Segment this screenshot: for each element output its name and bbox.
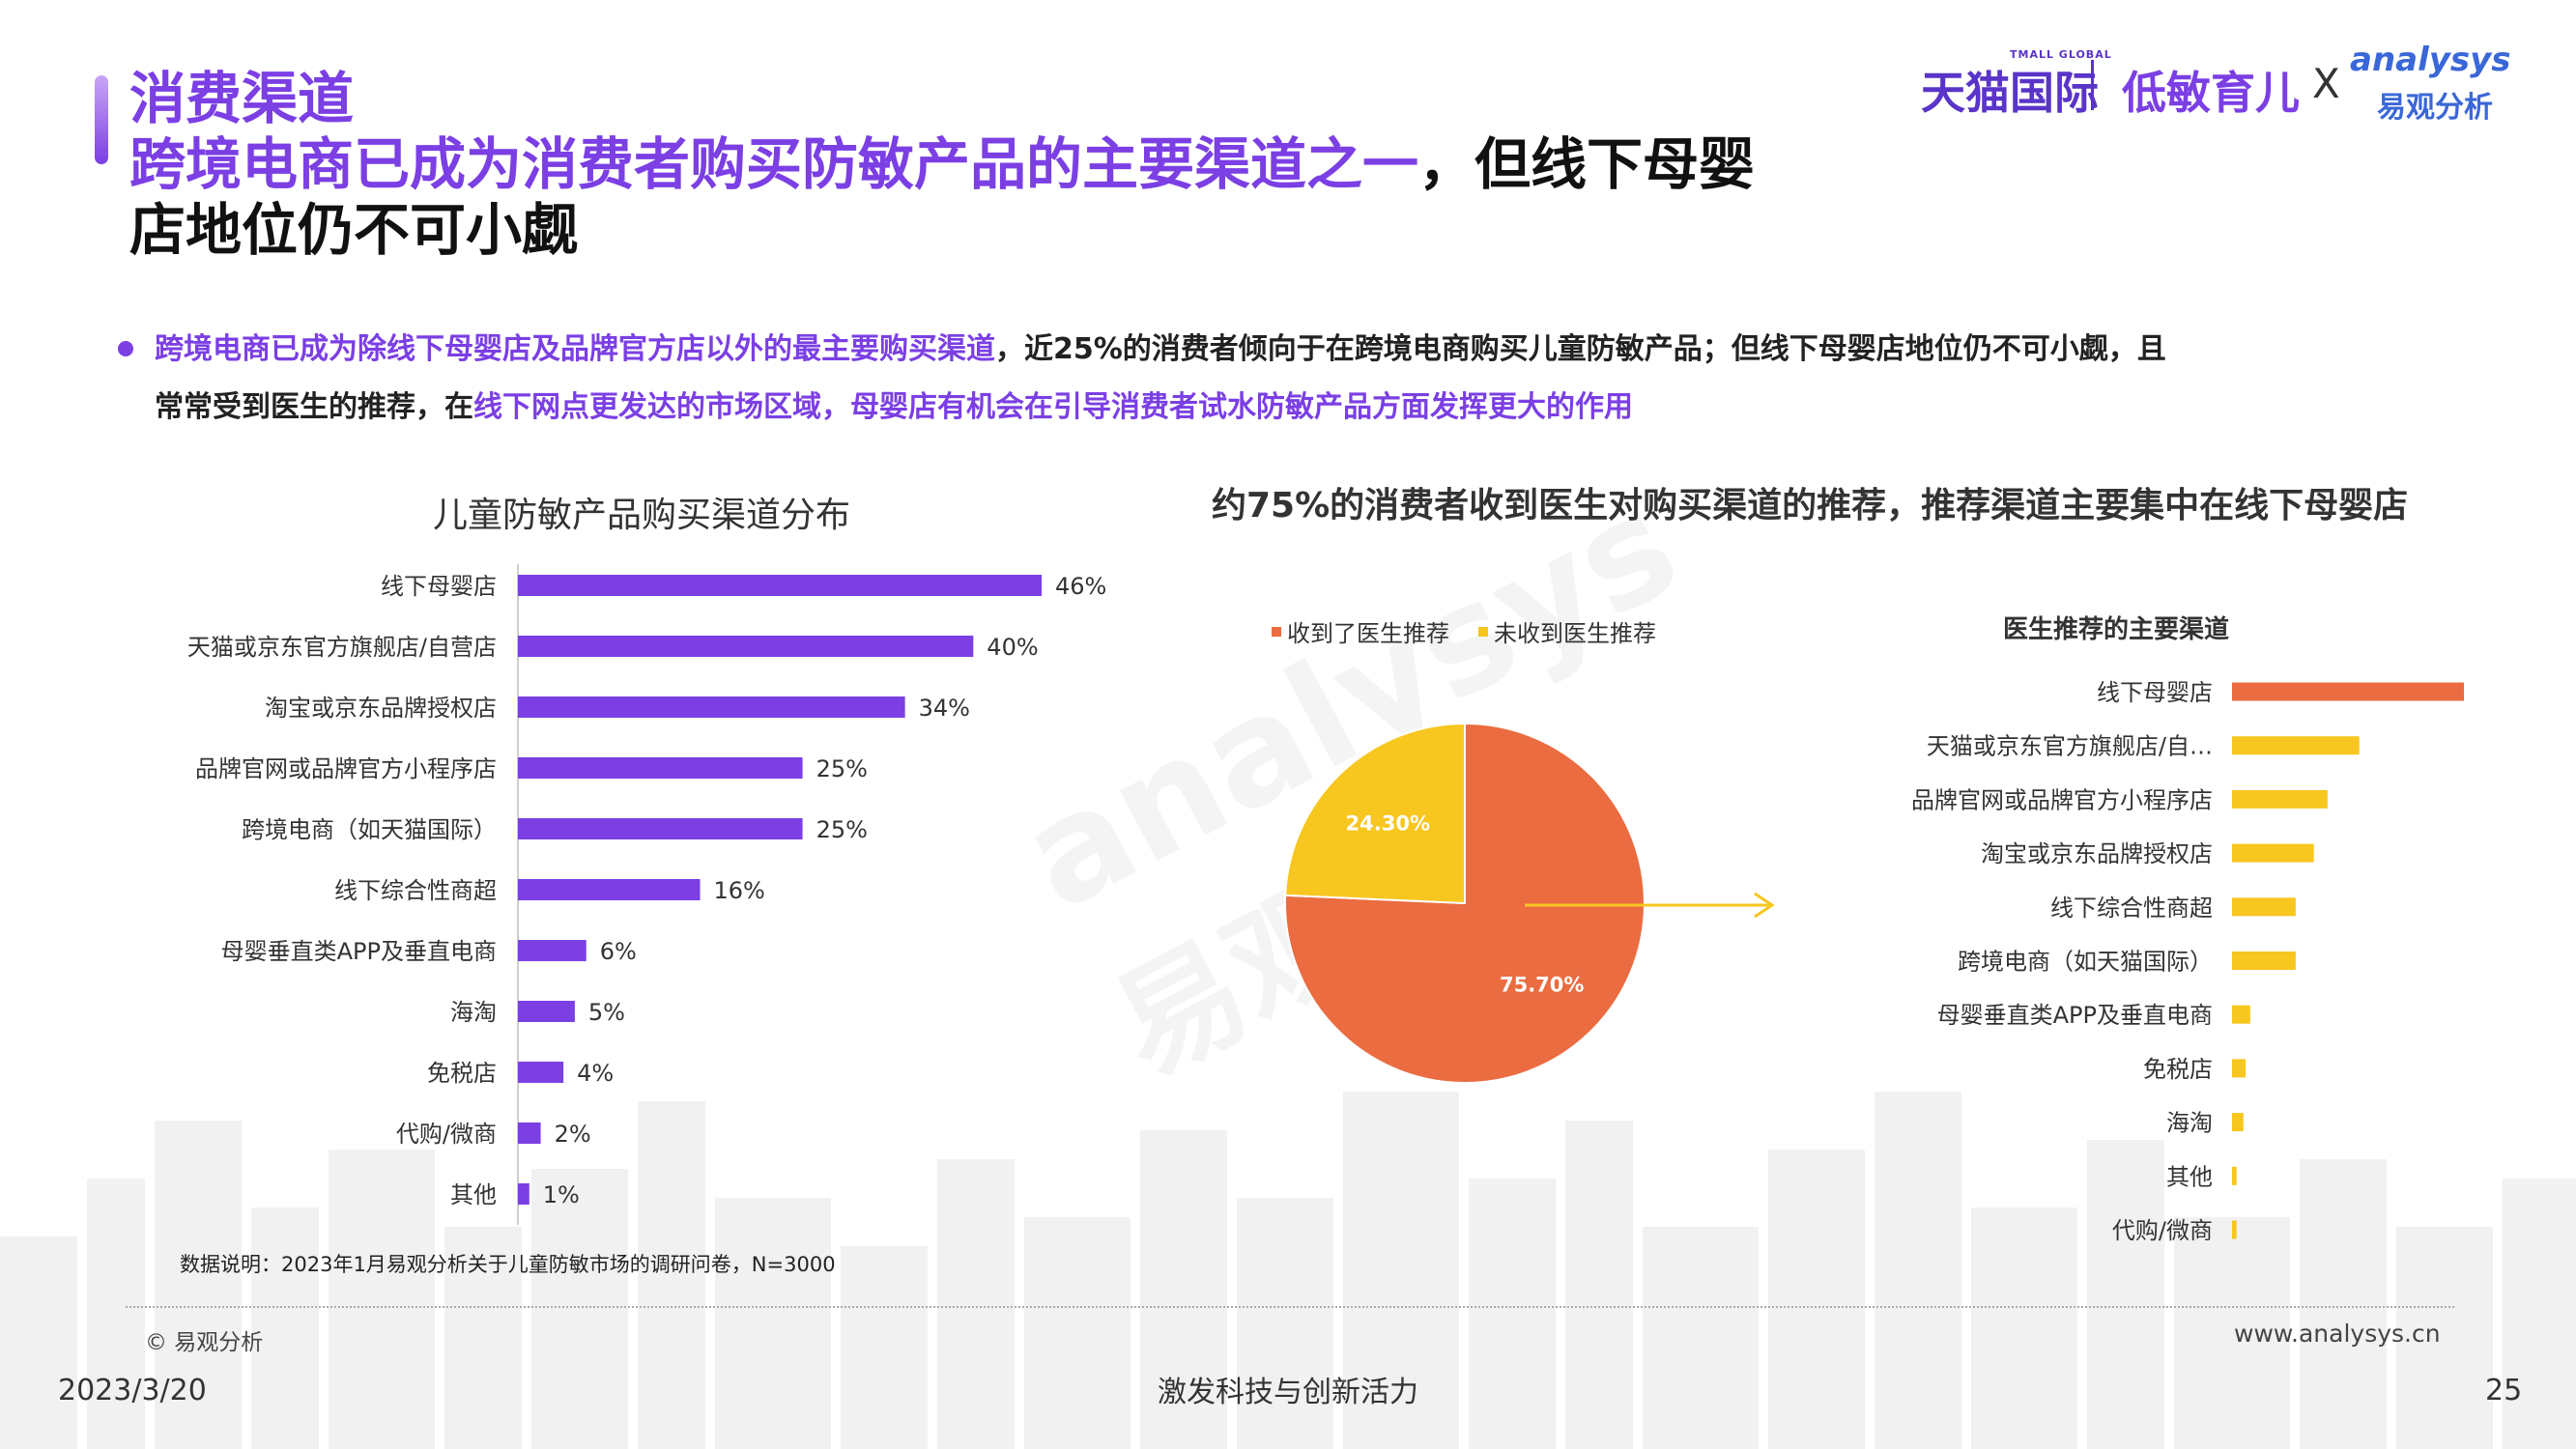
pie-chart: 75.70% 24.30% 收到了医生推荐 未收到医生推荐 — [1272, 620, 1656, 1084]
legend-swatch — [1478, 627, 1488, 637]
category-label: 代购/微商 — [2112, 1217, 2213, 1244]
pie-slice-label: 75.70% — [1500, 973, 1584, 996]
category-label: 免税店 — [427, 1060, 497, 1087]
value-label: 34% — [919, 695, 970, 722]
copyright: © 易观分析 — [145, 1330, 264, 1355]
tmall-global-logo: 天猫国际 — [1921, 67, 2099, 119]
bar — [2232, 952, 2296, 970]
category-label: 母婴垂直类APP及垂直电商 — [221, 938, 497, 965]
pie-to-bar-arrow — [1525, 892, 1775, 919]
value-label: 25% — [816, 816, 868, 843]
logo-divider — [2091, 60, 2094, 110]
analysys-logo: analysys — [2350, 41, 2511, 79]
bar — [2232, 897, 2296, 917]
date: 2023/3/20 — [58, 1374, 207, 1407]
bullet-line1: 跨境电商已成为除线下母婴店及品牌官方店以外的最主要购买渠道，近25%的消费者倾向… — [155, 321, 2166, 379]
category-label: 线下综合性商超 — [2050, 895, 2213, 922]
pie-slice-label: 24.30% — [1346, 812, 1430, 836]
bar — [518, 940, 587, 961]
bullet-rest1: ，近25%的消费者倾向于在跨境电商购买儿童防敏产品；但线下母婴店地位仍不可小觑，… — [995, 332, 2166, 366]
page-number: 25 — [2485, 1374, 2523, 1407]
right-section-title: 约75%的消费者收到医生对购买渠道的推荐，推荐渠道主要集中在线下母婴店 — [1212, 486, 2409, 526]
value-label: 40% — [987, 634, 1038, 661]
category-label: 跨境电商（如天猫国际） — [242, 816, 497, 843]
category-label: 代购/微商 — [396, 1121, 497, 1148]
bar — [518, 1001, 575, 1022]
legend-label: 未收到医生推荐 — [1494, 620, 1656, 647]
bullet-highlight1: 跨境电商已成为除线下母婴店及品牌官方店以外的最主要购买渠道 — [155, 332, 995, 366]
category-label: 品牌官网或品牌官方小程序店 — [1911, 786, 2213, 813]
category-label: 线下综合性商超 — [334, 877, 497, 904]
headline-line2: 店地位仍不可小觑 — [129, 197, 579, 263]
category-label: 天猫或京东官方旗舰店/自… — [1927, 733, 2213, 760]
value-label: 25% — [816, 755, 868, 782]
skyline-background — [0, 1092, 2576, 1449]
analysys-logo-cn: 易观分析 — [2377, 91, 2493, 125]
bar — [2232, 736, 2360, 755]
bar — [2232, 1113, 2244, 1132]
category-label: 淘宝或京东品牌授权店 — [265, 695, 497, 722]
category-label: 线下母婴店 — [2097, 679, 2213, 706]
category-label: 其他 — [450, 1181, 497, 1208]
category-label: 海淘 — [450, 999, 497, 1026]
bar — [2232, 682, 2464, 701]
bar — [2232, 789, 2328, 809]
headline-highlight: 跨境电商已成为消费者购买防敏产品的主要渠道之一 — [129, 131, 1419, 197]
headline-rest: ，但线下母婴 — [1418, 131, 1756, 197]
bar — [2232, 1220, 2237, 1239]
bullet-line2: 常常受到医生的推荐，在线下网点更发达的市场区域，母婴店有机会在引导消费者试水防敏… — [155, 379, 1633, 437]
bullet-dot — [118, 341, 133, 356]
pie-slice — [1284, 722, 1466, 905]
value-label: 5% — [588, 999, 625, 1026]
low-sensitivity-parenting-logo: 低敏育儿 — [2122, 67, 2300, 119]
bullet-text2a: 常常受到医生的推荐，在 — [155, 390, 473, 424]
value-label: 46% — [1055, 573, 1106, 600]
bar — [518, 1122, 541, 1144]
title-accent-bar — [95, 75, 108, 164]
tmall-global-small-text: TMALL GLOBAL — [2010, 48, 2112, 61]
arrow-head — [1754, 892, 1775, 919]
bar — [2232, 1005, 2250, 1024]
bar — [518, 696, 905, 718]
bullet-highlight2: 线下网点更发达的市场区域，母婴店有机会在引导消费者试水防敏产品方面发挥更大的作用 — [473, 390, 1633, 424]
left-chart-title: 儿童防敏产品购买渠道分布 — [433, 496, 851, 535]
slogan: 激发科技与创新活力 — [1158, 1376, 1418, 1409]
bar — [2232, 1059, 2247, 1078]
value-label: 6% — [600, 938, 637, 965]
value-label: 1% — [543, 1181, 580, 1208]
value-label: 16% — [714, 877, 765, 904]
bar — [518, 1183, 530, 1205]
category-label: 母婴垂直类APP及垂直电商 — [1937, 1002, 2213, 1029]
data-note: 数据说明：2023年1月易观分析关于儿童防敏市场的调研问卷，N=3000 — [180, 1253, 836, 1276]
category-label: 淘宝或京东品牌授权店 — [1981, 840, 2213, 867]
value-label: 2% — [555, 1121, 591, 1148]
category-label: 天猫或京东官方旗舰店/自营店 — [187, 634, 497, 661]
bar — [518, 818, 803, 839]
value-label: 4% — [577, 1060, 614, 1087]
website-link[interactable]: www.analysys.cn — [2234, 1320, 2441, 1348]
bar — [518, 575, 1042, 596]
bar — [2232, 1166, 2237, 1185]
bar — [518, 757, 803, 779]
right-chart-title: 医生推荐的主要渠道 — [2003, 614, 2229, 644]
category-label: 品牌官网或品牌官方小程序店 — [195, 755, 497, 782]
category-label: 海淘 — [2166, 1110, 2213, 1137]
bar — [2232, 843, 2314, 863]
section-title: 消费渠道 — [129, 66, 355, 131]
legend-swatch — [1272, 627, 1281, 637]
headline-line1: 跨境电商已成为消费者购买防敏产品的主要渠道之一，但线下母婴 — [129, 129, 1755, 199]
bar — [518, 636, 974, 657]
bar — [518, 879, 701, 900]
footer-divider — [126, 1306, 2454, 1308]
category-label: 线下母婴店 — [381, 573, 497, 600]
category-label: 其他 — [2166, 1163, 2213, 1190]
legend-label: 收到了医生推荐 — [1287, 620, 1449, 647]
left-bar-chart: 线下母婴店 46% 天猫或京东官方旗舰店/自营店 40% 淘宝或京东品牌授权店 34% 品牌… — [187, 564, 1106, 1225]
category-label: 免税店 — [2143, 1056, 2213, 1083]
logo-x: X — [2312, 60, 2340, 107]
bar — [518, 1062, 564, 1083]
category-label: 跨境电商（如天猫国际） — [1958, 949, 2213, 976]
